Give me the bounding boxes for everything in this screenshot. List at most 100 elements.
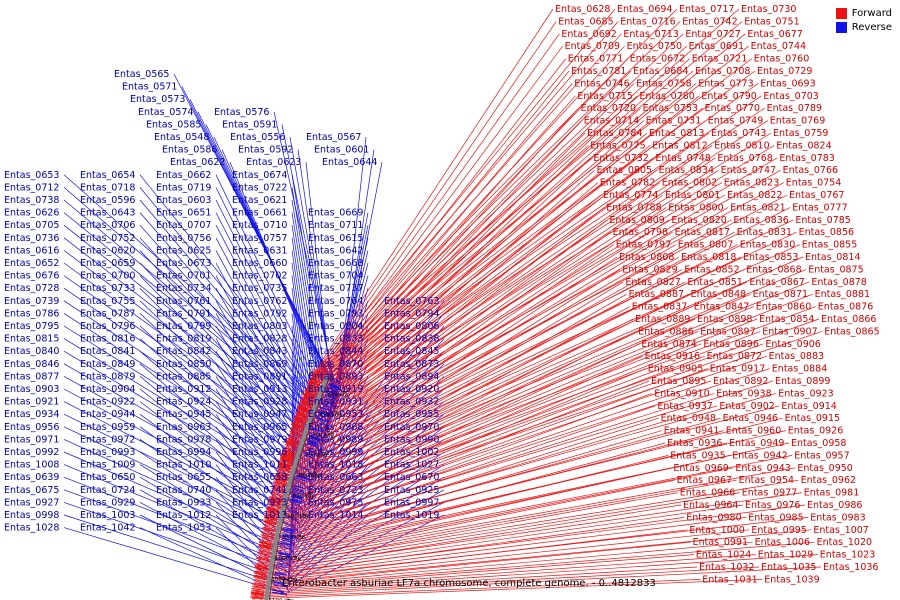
forward-gene-block xyxy=(273,480,287,485)
reverse-connector-entas_0994 xyxy=(215,451,294,554)
reverse-gene-label: Entas_0707 xyxy=(156,220,211,231)
reverse-gene-label: Entas_0799 xyxy=(156,321,211,332)
forward-gene-block xyxy=(284,441,298,447)
reverse-gene-label: Entas_0924 xyxy=(156,397,211,408)
forward-gene-label: Entas_0977 xyxy=(742,488,797,499)
reverse-gene-label: Entas_0704 xyxy=(308,271,363,282)
forward-gene-block xyxy=(311,371,324,378)
scale-tick xyxy=(342,390,347,393)
forward-connector-entas_0966 xyxy=(256,492,678,569)
forward-gene-label: Entas_0848 xyxy=(691,289,746,300)
forward-gene-label: Entas_0948 xyxy=(661,413,716,424)
reverse-gene-label: Entas_1009 xyxy=(80,460,135,471)
reverse-gene-block xyxy=(274,572,287,576)
reverse-gene-label: Entas_0955 xyxy=(384,409,439,420)
forward-gene-label: Entas_0827 xyxy=(625,277,680,288)
forward-gene-label: Entas_0834 xyxy=(659,165,714,176)
reverse-gene-label: Entas_0663 xyxy=(308,472,363,483)
reverse-gene-block xyxy=(311,428,324,433)
reverse-gene-label: Entas_0843 xyxy=(232,346,287,357)
reverse-connector-entas_0596 xyxy=(139,199,330,425)
forward-gene-label: Entas_0881 xyxy=(815,289,870,300)
forward-gene-label: Entas_0916 xyxy=(645,351,700,362)
reverse-gene-block xyxy=(282,530,295,534)
forward-gene-label: Entas_1023 xyxy=(820,550,875,561)
forward-connector-entas_0800 xyxy=(280,207,667,462)
forward-connector-entas_0969 xyxy=(257,467,672,561)
scale-tick-label: 650 kbp xyxy=(319,412,342,418)
reverse-gene-block xyxy=(272,589,285,593)
reverse-connector-entas_0616 xyxy=(63,250,323,445)
reverse-gene-label: Entas_0933 xyxy=(156,497,211,508)
forward-connector-entas_0807 xyxy=(276,244,676,478)
forward-gene-block xyxy=(268,499,282,504)
forward-gene-block xyxy=(281,452,295,457)
forward-gene-block xyxy=(259,541,272,546)
reverse-gene-block xyxy=(293,488,305,492)
reverse-gene-block xyxy=(277,559,290,562)
forward-gene-label: Entas_0809 xyxy=(609,215,664,226)
reverse-gene-label: Entas_1003 xyxy=(80,510,135,521)
reverse-gene-label: Entas_0615 xyxy=(308,233,363,244)
reverse-gene-label: Entas_0819 xyxy=(156,334,211,345)
reverse-gene-label: Entas_0576 xyxy=(214,107,269,118)
forward-gene-label: Entas_0938 xyxy=(716,388,771,399)
scale-tick xyxy=(293,555,298,558)
reverse-gene-label: Entas_0912 xyxy=(156,384,211,395)
reverse-gene-label: Entas_0675 xyxy=(4,485,59,496)
reverse-gene-label: Entas_0705 xyxy=(4,220,59,231)
forward-gene-block xyxy=(277,464,291,470)
forward-gene-label: Entas_0872 xyxy=(707,351,762,362)
forward-connector-entas_0887 xyxy=(270,293,627,498)
reverse-gene-block xyxy=(292,491,304,495)
reverse-gene-block xyxy=(296,475,309,480)
scale-tick xyxy=(313,471,318,474)
forward-connector-entas_0946 xyxy=(260,417,721,546)
forward-gene-label: Entas_0884 xyxy=(772,364,827,375)
forward-connector-entas_0985 xyxy=(254,517,747,579)
forward-connector-entas_0892 xyxy=(262,380,712,534)
forward-gene-block xyxy=(285,439,299,445)
forward-gene-block xyxy=(258,546,272,550)
forward-connector-entas_0957 xyxy=(258,455,793,560)
forward-gene-block xyxy=(264,517,277,521)
forward-gene-block xyxy=(293,418,306,424)
forward-gene-block xyxy=(297,405,310,412)
reverse-gene-label: Entas_0571 xyxy=(122,82,177,93)
forward-gene-label: Entas_1020 xyxy=(817,537,872,548)
reverse-gene-label: Entas_0796 xyxy=(80,321,135,332)
forward-gene-block xyxy=(263,519,277,523)
forward-gene-block xyxy=(253,576,267,579)
forward-connector-entas_0780 xyxy=(296,95,638,414)
forward-connector-entas_0884 xyxy=(263,368,770,531)
reverse-gene-block xyxy=(307,439,320,444)
forward-gene-label: Entas_0949 xyxy=(729,438,784,449)
forward-connector-entas_0926 xyxy=(259,430,786,552)
forward-gene-block xyxy=(258,543,272,548)
forward-gene-label: Entas_1032 xyxy=(699,562,754,573)
legend-forward: Forward xyxy=(835,8,892,19)
reverse-gene-label: Entas_0548 xyxy=(154,132,209,143)
reverse-gene-block xyxy=(322,399,334,405)
legend-forward-label: Forward xyxy=(851,8,892,19)
forward-connector-entas_0923 xyxy=(261,393,777,539)
reverse-gene-block xyxy=(291,494,304,499)
forward-connector-entas_0709 xyxy=(305,45,563,392)
reverse-gene-block xyxy=(273,581,286,584)
forward-connector-entas_0991 xyxy=(253,541,691,586)
forward-gene-block xyxy=(267,503,281,508)
forward-connector-entas_0746 xyxy=(299,83,573,408)
forward-gene-label: Entas_0817 xyxy=(675,227,730,238)
forward-gene-label: Entas_0854 xyxy=(759,314,814,325)
forward-gene-label: Entas_0852 xyxy=(684,264,739,275)
forward-gene-block xyxy=(301,396,314,402)
reverse-gene-label: Entas_0869 xyxy=(232,359,287,370)
forward-connector-entas_0995 xyxy=(254,529,750,583)
forward-gene-label: Entas_0767 xyxy=(789,190,844,201)
forward-gene-label: Entas_1029 xyxy=(758,550,813,561)
forward-gene-label: Entas_0685 xyxy=(558,16,613,27)
forward-gene-label: Entas_0770 xyxy=(705,103,760,114)
forward-connector-entas_0797 xyxy=(276,244,614,477)
forward-connector-entas_0742 xyxy=(308,21,681,385)
reverse-gene-label: Entas_0904 xyxy=(80,384,135,395)
